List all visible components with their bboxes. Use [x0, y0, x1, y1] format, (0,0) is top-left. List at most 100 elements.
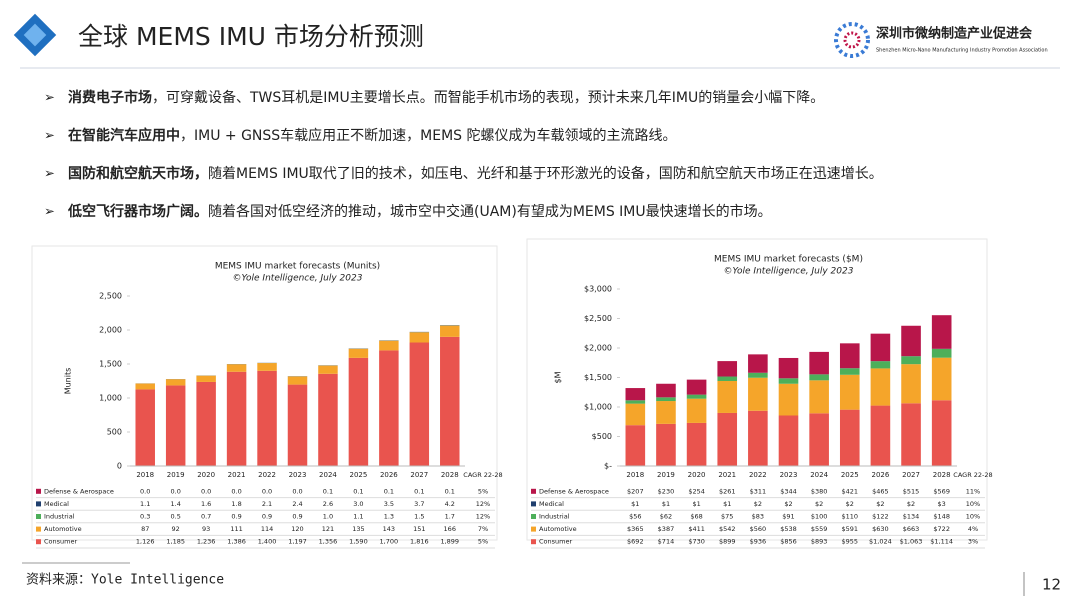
x-tick-label: 2027 — [410, 471, 428, 479]
table-cell: $856 — [780, 538, 797, 546]
table-cell: $1 — [692, 500, 700, 508]
table-cell: $936 — [750, 538, 767, 546]
cagr-header: CAGR 22-28 — [953, 471, 992, 479]
chart: MEMS IMU market forecasts (Munits) ©Yole … — [31, 245, 503, 549]
bar-segment — [257, 363, 277, 371]
bullet-body: 随着各国对低空经济的推动，城市空中交通(UAM)有望成为MEMS IMU最快速增… — [208, 203, 772, 220]
x-tick-label: 2028 — [441, 471, 459, 479]
bar-segment — [686, 422, 707, 466]
table-cell: 0.1 — [323, 487, 333, 495]
table-cell: 1,356 — [319, 538, 338, 546]
x-tick-label: 2024 — [319, 471, 337, 479]
table-cell: 0.9 — [262, 513, 272, 521]
table-cell: $2 — [815, 500, 823, 508]
bar-segment — [748, 377, 768, 411]
table-cell: $2 — [784, 500, 792, 508]
bar-segment — [656, 401, 676, 424]
bar-segment — [656, 397, 676, 402]
table-cell: $91 — [782, 513, 794, 521]
table-cell: $465 — [872, 487, 889, 495]
x-tick-label: 2026 — [871, 471, 889, 479]
x-tick-label: 2021 — [228, 471, 246, 479]
chart-subtitle: ©Yole Intelligence, July 2023 — [724, 267, 854, 277]
bar-segment — [625, 388, 646, 401]
bar-segment — [379, 350, 399, 466]
table-cell: 2.1 — [262, 500, 272, 508]
bar-segment — [717, 412, 738, 466]
bar-segment — [257, 370, 277, 466]
x-tick-label: 2023 — [780, 471, 798, 479]
table-cell: 1,185 — [166, 538, 185, 546]
bullet-body: 随着MEMS IMU取代了旧的技术，如压电、光纤和基于环形激光的设备，国防和航空… — [208, 165, 883, 182]
cagr-cell: 10% — [966, 500, 980, 508]
bar-segment — [931, 357, 952, 401]
table-cell: $722 — [933, 525, 950, 533]
table-cell: 1.6 — [201, 500, 211, 508]
table-cell: $261 — [719, 487, 736, 495]
x-tick-label: 2024 — [810, 471, 828, 479]
table-cell: 0.5 — [171, 513, 181, 521]
y-tick-label: $2,500 — [584, 314, 612, 323]
y-tick-label: 2,000 — [99, 326, 122, 335]
bullet-arrow: ➢ — [44, 205, 55, 220]
table-cell: $421 — [841, 487, 858, 495]
cagr-cell: 12% — [476, 513, 490, 521]
table-cell: $75 — [721, 513, 733, 521]
table-cell: 120 — [291, 525, 303, 533]
y-tick-label: $1,000 — [584, 403, 612, 412]
table-cell: $380 — [811, 487, 828, 495]
bullet-arrow: ➢ — [44, 167, 55, 182]
bar-segment — [348, 348, 369, 358]
legend-label: Automotive — [539, 525, 577, 533]
y-tick-label: 1,000 — [99, 394, 122, 403]
table-cell: $122 — [872, 513, 889, 521]
x-tick-label: 2020 — [688, 471, 706, 479]
x-tick-label: 2022 — [749, 471, 767, 479]
cagr-cell: 4% — [968, 525, 978, 533]
y-tick-label: $500 — [592, 432, 612, 441]
table-cell: 1.1 — [353, 513, 363, 521]
x-tick-label: 2019 — [167, 471, 185, 479]
table-cell: $1 — [631, 500, 639, 508]
table-cell: $365 — [627, 525, 644, 533]
table-cell: 1.7 — [445, 513, 455, 521]
table-cell: $3 — [938, 500, 946, 508]
table-cell: 166 — [444, 525, 456, 533]
table-cell: $1 — [662, 500, 670, 508]
bar-segment — [165, 379, 186, 386]
diamond-inner — [23, 23, 47, 47]
bar-segment — [901, 364, 921, 404]
cagr-cell: 5% — [478, 538, 488, 546]
y-tick-label: $- — [604, 462, 612, 471]
legend-label: Automotive — [44, 525, 82, 533]
bullet-bold: 在智能汽车应用中 — [68, 127, 180, 144]
cagr-cell: 7% — [478, 525, 488, 533]
bullet-body: ，IMU + GNSS车载应用正不断加速，MEMS 陀螺仪成为车载领域的主流路线… — [180, 127, 677, 144]
bar-segment — [287, 384, 308, 466]
bar-segment — [931, 315, 952, 349]
org-name: 深圳市微纳制造产业促进会 — [876, 26, 1033, 42]
bullet-list: ➢ 消费电子市场，可穿戴设备、TWS耳机是IMU主要增长点。而智能手机市场的表现，… — [44, 89, 883, 220]
bar-segment — [135, 383, 155, 390]
table-cell: $893 — [811, 538, 828, 546]
bar-segment — [748, 372, 768, 378]
table-cell: 1.1 — [140, 500, 150, 508]
y-tick-label: 500 — [107, 428, 122, 437]
legend-label: Medical — [44, 500, 69, 508]
table-cell: $730 — [688, 538, 705, 546]
legend-label: Consumer — [539, 538, 572, 546]
page-number: 12 — [1042, 576, 1061, 594]
bar-segment — [748, 354, 768, 373]
bar-segment — [778, 383, 799, 416]
y-tick-label: $3,000 — [584, 285, 612, 294]
table-cell: $230 — [658, 487, 675, 495]
cagr-cell: 3% — [968, 538, 978, 546]
table-cell: $560 — [750, 525, 767, 533]
table-cell: $207 — [627, 487, 644, 495]
table-cell: $62 — [660, 513, 672, 521]
bullet-text: 消费电子市场，可穿戴设备、TWS耳机是IMU主要增长点。而智能手机市场的表现，预… — [68, 89, 824, 106]
table-cell: 2.6 — [323, 500, 333, 508]
legend-swatch — [531, 488, 536, 494]
